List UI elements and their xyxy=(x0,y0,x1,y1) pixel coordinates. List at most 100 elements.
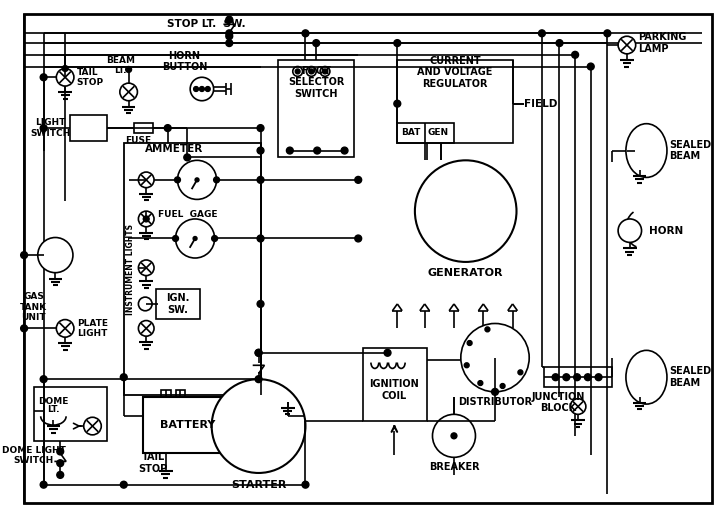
Circle shape xyxy=(57,448,63,455)
Text: FUEL  GAGE: FUEL GAGE xyxy=(158,210,217,219)
Circle shape xyxy=(255,349,262,356)
Text: LIGHT
SWITCH: LIGHT SWITCH xyxy=(30,119,71,138)
Circle shape xyxy=(212,379,305,473)
Circle shape xyxy=(309,69,314,74)
Text: TAIL
STOP: TAIL STOP xyxy=(138,452,168,474)
Circle shape xyxy=(257,235,264,242)
Circle shape xyxy=(57,471,63,478)
Circle shape xyxy=(21,252,27,258)
Circle shape xyxy=(464,363,469,368)
Circle shape xyxy=(199,87,204,92)
Bar xyxy=(70,116,107,141)
Text: FIELD: FIELD xyxy=(524,98,558,109)
Circle shape xyxy=(539,30,545,37)
Bar xyxy=(176,390,185,397)
Bar xyxy=(143,397,231,453)
Text: DOME: DOME xyxy=(38,397,68,406)
Circle shape xyxy=(205,87,210,92)
Circle shape xyxy=(37,238,73,272)
Circle shape xyxy=(595,374,602,381)
Bar xyxy=(544,367,612,387)
Circle shape xyxy=(174,177,181,183)
Circle shape xyxy=(120,374,127,381)
Circle shape xyxy=(138,211,154,227)
Circle shape xyxy=(570,399,586,414)
Circle shape xyxy=(226,40,233,47)
Circle shape xyxy=(314,147,320,154)
Circle shape xyxy=(138,321,154,336)
Text: IGN.
SW.: IGN. SW. xyxy=(166,293,189,315)
Circle shape xyxy=(302,30,309,37)
Text: FUSE: FUSE xyxy=(125,136,151,145)
Text: PLATE
LIGHT: PLATE LIGHT xyxy=(77,319,108,338)
Text: BATTERY: BATTERY xyxy=(160,420,215,430)
Text: HORN: HORN xyxy=(649,226,683,236)
Circle shape xyxy=(293,66,302,76)
Circle shape xyxy=(178,161,217,199)
Circle shape xyxy=(500,383,505,388)
Circle shape xyxy=(164,125,171,132)
Circle shape xyxy=(138,297,152,311)
Text: JUNCTION
BLOCK: JUNCTION BLOCK xyxy=(532,392,585,413)
Circle shape xyxy=(556,40,563,47)
Text: TAIL
STOP: TAIL STOP xyxy=(77,67,104,87)
Bar xyxy=(278,60,354,157)
Text: IGNITION
COIL: IGNITION COIL xyxy=(369,379,419,401)
Circle shape xyxy=(120,83,138,100)
Circle shape xyxy=(478,381,483,385)
Circle shape xyxy=(312,40,320,47)
Text: STOP LT.  SW.: STOP LT. SW. xyxy=(168,19,246,28)
Circle shape xyxy=(143,216,149,222)
Circle shape xyxy=(190,77,214,100)
Circle shape xyxy=(138,260,154,276)
Text: GENERATOR: GENERATOR xyxy=(428,268,503,278)
Circle shape xyxy=(62,66,68,71)
Circle shape xyxy=(467,340,472,346)
Circle shape xyxy=(461,323,529,392)
Circle shape xyxy=(214,177,220,183)
Text: BEAM
LT.: BEAM LT. xyxy=(107,56,135,75)
Text: STARTER: STARTER xyxy=(231,480,287,490)
Circle shape xyxy=(451,433,457,439)
Circle shape xyxy=(355,235,361,242)
Text: DOME LIGHT
SWITCH: DOME LIGHT SWITCH xyxy=(2,445,66,465)
Circle shape xyxy=(195,178,199,182)
Circle shape xyxy=(184,154,191,161)
Text: LT.: LT. xyxy=(47,405,60,413)
Circle shape xyxy=(323,69,328,74)
Text: GAS
TANK
UNIT: GAS TANK UNIT xyxy=(20,292,48,322)
Bar xyxy=(397,123,454,143)
Circle shape xyxy=(552,374,559,381)
Circle shape xyxy=(394,40,401,47)
Circle shape xyxy=(320,66,330,76)
Circle shape xyxy=(84,418,102,435)
Circle shape xyxy=(295,69,300,74)
Circle shape xyxy=(574,374,580,381)
Text: SEALED
BEAM: SEALED BEAM xyxy=(669,140,711,161)
Bar xyxy=(133,123,153,133)
Circle shape xyxy=(355,177,361,183)
Text: BREAKER: BREAKER xyxy=(428,462,480,472)
Circle shape xyxy=(21,325,27,332)
Circle shape xyxy=(193,237,197,240)
Circle shape xyxy=(433,414,475,457)
Circle shape xyxy=(588,63,594,70)
Circle shape xyxy=(40,74,47,81)
Circle shape xyxy=(126,66,132,73)
Circle shape xyxy=(415,161,516,262)
Text: PARKING
LAMP: PARKING LAMP xyxy=(639,32,687,54)
Circle shape xyxy=(341,147,348,154)
Circle shape xyxy=(394,100,401,107)
Circle shape xyxy=(618,36,636,54)
Circle shape xyxy=(226,30,233,37)
Bar xyxy=(363,348,427,421)
Text: CURRENT
AND VOLTAGE
REGULATOR: CURRENT AND VOLTAGE REGULATOR xyxy=(418,56,492,89)
Circle shape xyxy=(173,236,179,241)
Circle shape xyxy=(40,125,47,132)
Text: INSTRUMENT LIGHTS: INSTRUMENT LIGHTS xyxy=(126,224,135,315)
Circle shape xyxy=(257,147,264,154)
Circle shape xyxy=(120,481,127,488)
Circle shape xyxy=(255,376,262,383)
Circle shape xyxy=(138,172,154,188)
Ellipse shape xyxy=(626,350,667,404)
